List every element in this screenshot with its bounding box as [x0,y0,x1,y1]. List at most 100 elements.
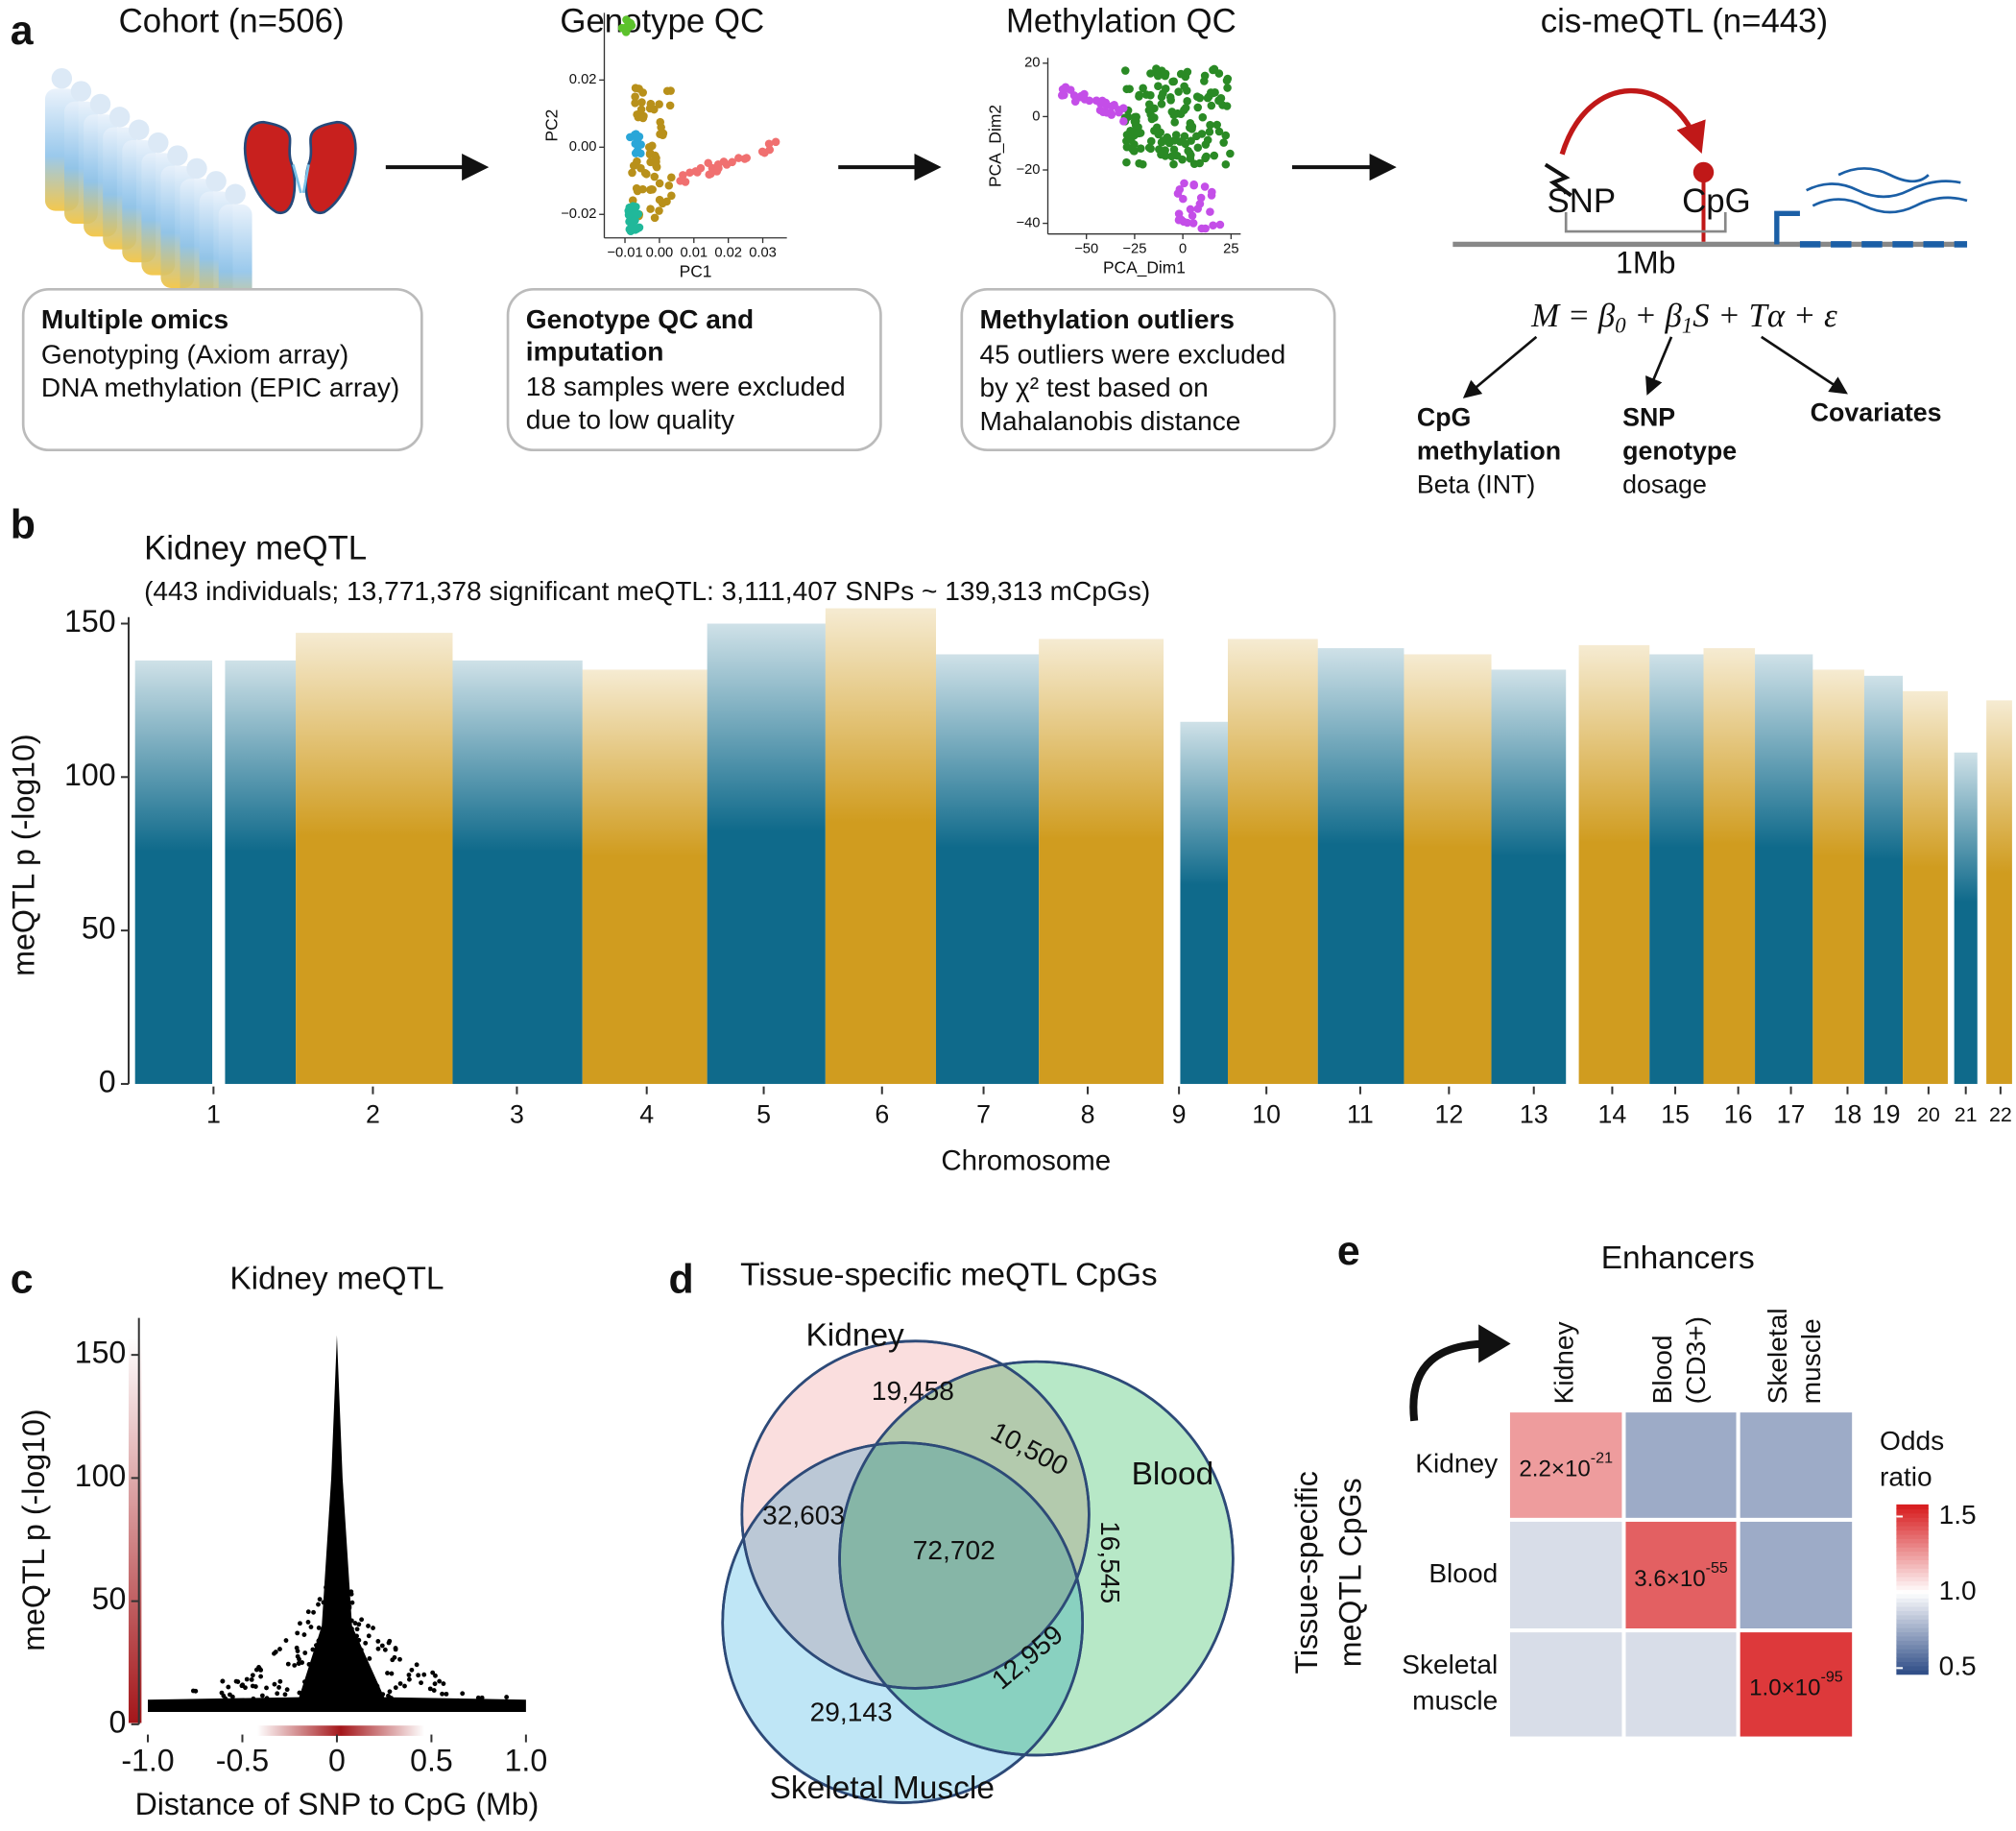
decor-dot [1209,65,1217,75]
decor-dot [628,168,636,178]
x-tick-label: 3 [510,1099,524,1128]
decor-dot [316,1638,322,1643]
decor-dot [310,1647,316,1652]
term-label: dosage [1622,470,1707,498]
decor-dot [742,154,751,162]
decor-dot [1209,88,1218,97]
y-tick-label: 0 [108,1704,126,1739]
person-head [70,81,92,102]
decor-dot [334,1557,339,1563]
row-label: muscle [1412,1686,1498,1716]
x-tick-label: 11 [1347,1099,1374,1128]
decor-dot [334,1664,340,1669]
decor-dot [258,1674,264,1679]
decor-dot [348,1589,354,1595]
decor-dot [1188,122,1197,132]
x-tick-label: 6 [875,1099,889,1128]
decor-dot [325,1577,331,1582]
info-box [506,287,882,452]
person-head [225,183,246,205]
decor-dot [1159,136,1167,145]
decor-dot [346,1690,350,1695]
decor-dot [295,1653,300,1659]
decor-dot [249,1699,254,1705]
decor-dot [314,1643,319,1649]
decor-dot [1060,90,1068,100]
decor-dot [1097,96,1107,106]
x-tick-label: 20 [1917,1103,1940,1126]
decor-dot [1196,193,1206,203]
decor-dot [1070,97,1080,107]
cell-mantissa: 3.6×10 [1634,1566,1705,1592]
decor-dot [1134,129,1143,138]
decor-dot [1146,144,1155,154]
decor-dot [1125,84,1134,93]
y-tick-label: 0.00 [569,139,597,155]
y-tick-label: 100 [75,1458,127,1493]
panel-label: b [11,501,36,547]
x-tick-label: 22 [1989,1103,2012,1126]
decor-dot [1201,140,1211,149]
decor-dot [416,1673,421,1678]
x-tick-label: 19 [1872,1099,1901,1128]
decor-dot [1210,151,1219,160]
decor-dot [1135,158,1143,168]
decor-dot [1157,150,1165,159]
decor-dot [1192,132,1201,141]
decor-dot [1146,136,1156,146]
decor-dot [372,1687,377,1693]
colorbar-step [1896,1665,1929,1671]
term-arrow [1761,335,1848,395]
decor-dot [340,1581,346,1587]
decor-dot [1175,137,1185,146]
term-label: methylation [1417,436,1561,465]
decor-dot [685,168,694,178]
decor-dot [446,1699,451,1705]
decor-dot [352,1621,358,1626]
snp-bolt [1544,162,1572,198]
info-box [21,287,423,452]
term-label: CpG [1417,403,1472,432]
y-tick-label: 50 [82,911,116,946]
chromosome-peak [1755,654,1813,1084]
decor-dot [323,1663,327,1669]
chart-title: Kidney meQTL [229,1262,444,1297]
decor-dot [366,1633,372,1639]
decor-dot [1221,159,1231,169]
venn-outline [721,1441,1085,1804]
decor-dot [1128,145,1137,154]
decor-dot [419,1680,423,1686]
y-tick-label: 150 [64,604,116,638]
decor-dot [249,1676,254,1682]
decor-dot [387,1689,393,1695]
decor-dot [409,1667,415,1673]
decor-dot [311,1609,316,1615]
decor-dot [340,1623,346,1628]
decor-dot [1219,138,1228,147]
person-head [89,93,111,115]
decor-dot [471,1699,476,1704]
colorbar-step [1896,1610,1929,1616]
panel-label: c [11,1256,34,1302]
panel-label: e [1337,1228,1360,1274]
decor-dot [333,1671,339,1676]
decor-dot [331,1644,336,1650]
x-tick-label: 0 [1179,242,1187,257]
x-tick-label: 1 [206,1099,221,1128]
decor-dot [256,1700,261,1706]
chromosome-peak [1954,752,1978,1084]
decor-dot [221,1693,227,1698]
decor-dot [320,1635,325,1641]
decor-dot [297,1690,302,1696]
decor-dot [350,1634,356,1640]
decor-dot [334,1679,340,1685]
enhancer-arrow [1409,1339,1492,1422]
x-tick-label: −50 [1074,242,1098,257]
decor-dot [348,1618,354,1624]
decor-dot [624,210,634,220]
y-tick-label: 20 [1024,56,1040,71]
y-tick-label: −20 [1017,162,1041,178]
x-axis-label: PCA_Dim1 [1103,257,1186,277]
colorbar-step [1896,1576,1929,1582]
